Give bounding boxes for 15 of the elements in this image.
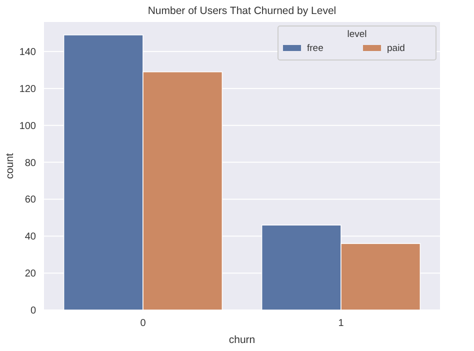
y-tick-label: 140 xyxy=(19,47,36,58)
legend-title: level xyxy=(347,29,367,40)
chart-title: Number of Users That Churned by Level xyxy=(148,5,336,17)
y-tick-label: 100 xyxy=(19,120,36,132)
y-tick-label: 80 xyxy=(24,158,36,169)
legend-label: paid xyxy=(387,43,405,54)
x-axis-title: churn xyxy=(228,334,256,346)
y-tick-label: 20 xyxy=(24,268,36,280)
x-tick-label: 1 xyxy=(338,318,344,329)
y-tick-label: 40 xyxy=(24,232,36,243)
y-tick-label: 60 xyxy=(24,194,36,206)
y-axis-title: count xyxy=(4,153,16,179)
y-tick-label: 120 xyxy=(19,84,36,95)
y-tick-label: 0 xyxy=(30,306,36,316)
legend-label: free xyxy=(307,43,324,54)
